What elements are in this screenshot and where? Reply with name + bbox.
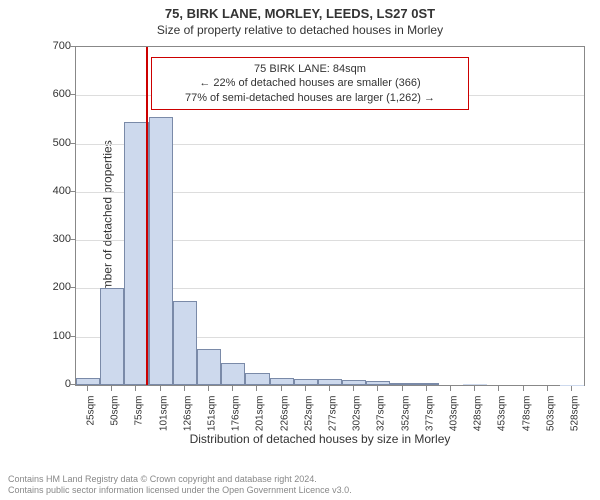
y-tick-label: 400 [41,185,71,197]
y-tick-mark [70,94,75,95]
y-tick-label: 100 [41,330,71,342]
y-tick-label: 700 [41,40,71,52]
x-tick-mark [281,386,282,391]
x-tick-label: 277sqm [328,396,339,432]
bar [149,117,173,385]
y-tick-mark [70,336,75,337]
main-title: 75, BIRK LANE, MORLEY, LEEDS, LS27 0ST [0,6,600,21]
y-tick-mark [70,143,75,144]
bar [342,380,366,385]
bar [415,383,439,385]
x-tick-label: 101sqm [158,396,169,432]
x-tick-mark [547,386,548,391]
x-tick-mark [232,386,233,391]
x-tick-label: 302sqm [352,396,363,432]
footer-line1: Contains HM Land Registry data © Crown c… [8,474,352,485]
x-tick-label: 503sqm [545,396,556,432]
bar [173,301,197,386]
y-tick-label: 0 [41,378,71,390]
footer: Contains HM Land Registry data © Crown c… [8,474,352,496]
x-tick-label: 50sqm [110,396,121,426]
bar [197,349,221,385]
x-tick-label: 25sqm [86,396,97,426]
x-tick-mark [402,386,403,391]
x-tick-label: 226sqm [279,396,290,432]
footer-line2: Contains public sector information licen… [8,485,352,496]
annotation-line1: ← 22% of detached houses are smaller (36… [160,76,460,90]
bar [221,363,245,385]
x-tick-label: 403sqm [448,396,459,432]
bar [270,378,294,385]
x-tick-mark [184,386,185,391]
bar [76,378,100,385]
x-tick-mark [377,386,378,391]
x-tick-mark [329,386,330,391]
x-tick-label: 453sqm [497,396,508,432]
x-tick-mark [523,386,524,391]
y-tick-label: 200 [41,281,71,293]
x-tick-mark [160,386,161,391]
y-tick-label: 600 [41,88,71,100]
x-tick-mark [256,386,257,391]
x-axis-label: Distribution of detached houses by size … [55,432,585,470]
bar [124,122,148,385]
annotation-title: 75 BIRK LANE: 84sqm [160,62,460,76]
bar [245,373,269,385]
x-tick-mark [87,386,88,391]
bar [294,379,318,385]
x-tick-mark [111,386,112,391]
y-tick-label: 500 [41,137,71,149]
bar [390,383,414,385]
x-tick-mark [498,386,499,391]
x-tick-label: 151sqm [207,396,218,432]
histogram-chart: Number of detached properties 75 BIRK LA… [55,46,585,426]
y-tick-mark [70,287,75,288]
x-tick-mark [135,386,136,391]
x-tick-label: 528sqm [569,396,580,432]
x-tick-label: 478sqm [521,396,532,432]
x-tick-label: 428sqm [473,396,484,432]
plot-area: 75 BIRK LANE: 84sqm ← 22% of detached ho… [75,46,585,386]
x-tick-label: 201sqm [255,396,266,432]
x-tick-label: 75sqm [134,396,145,426]
bar [463,384,487,385]
x-tick-label: 352sqm [400,396,411,432]
x-tick-mark [450,386,451,391]
x-tick-mark [353,386,354,391]
x-tick-mark [305,386,306,391]
x-tick-label: 377sqm [424,396,435,432]
x-tick-mark [474,386,475,391]
y-tick-mark [70,191,75,192]
bar [366,381,390,385]
y-tick-mark [70,239,75,240]
bar [100,288,124,385]
x-tick-label: 176sqm [231,396,242,432]
x-tick-label: 252sqm [303,396,314,432]
x-tick-mark [208,386,209,391]
annotation-box: 75 BIRK LANE: 84sqm ← 22% of detached ho… [151,57,469,110]
y-tick-label: 300 [41,233,71,245]
x-tick-mark [426,386,427,391]
sub-title: Size of property relative to detached ho… [0,23,600,37]
annotation-line2: 77% of semi-detached houses are larger (… [160,91,460,105]
x-tick-label: 327sqm [376,396,387,432]
x-tick-mark [571,386,572,391]
y-tick-mark [70,384,75,385]
y-tick-mark [70,46,75,47]
x-tick-label: 126sqm [182,396,193,432]
marker-line [146,47,148,385]
title-area: 75, BIRK LANE, MORLEY, LEEDS, LS27 0ST S… [0,0,600,37]
bar [318,379,342,385]
